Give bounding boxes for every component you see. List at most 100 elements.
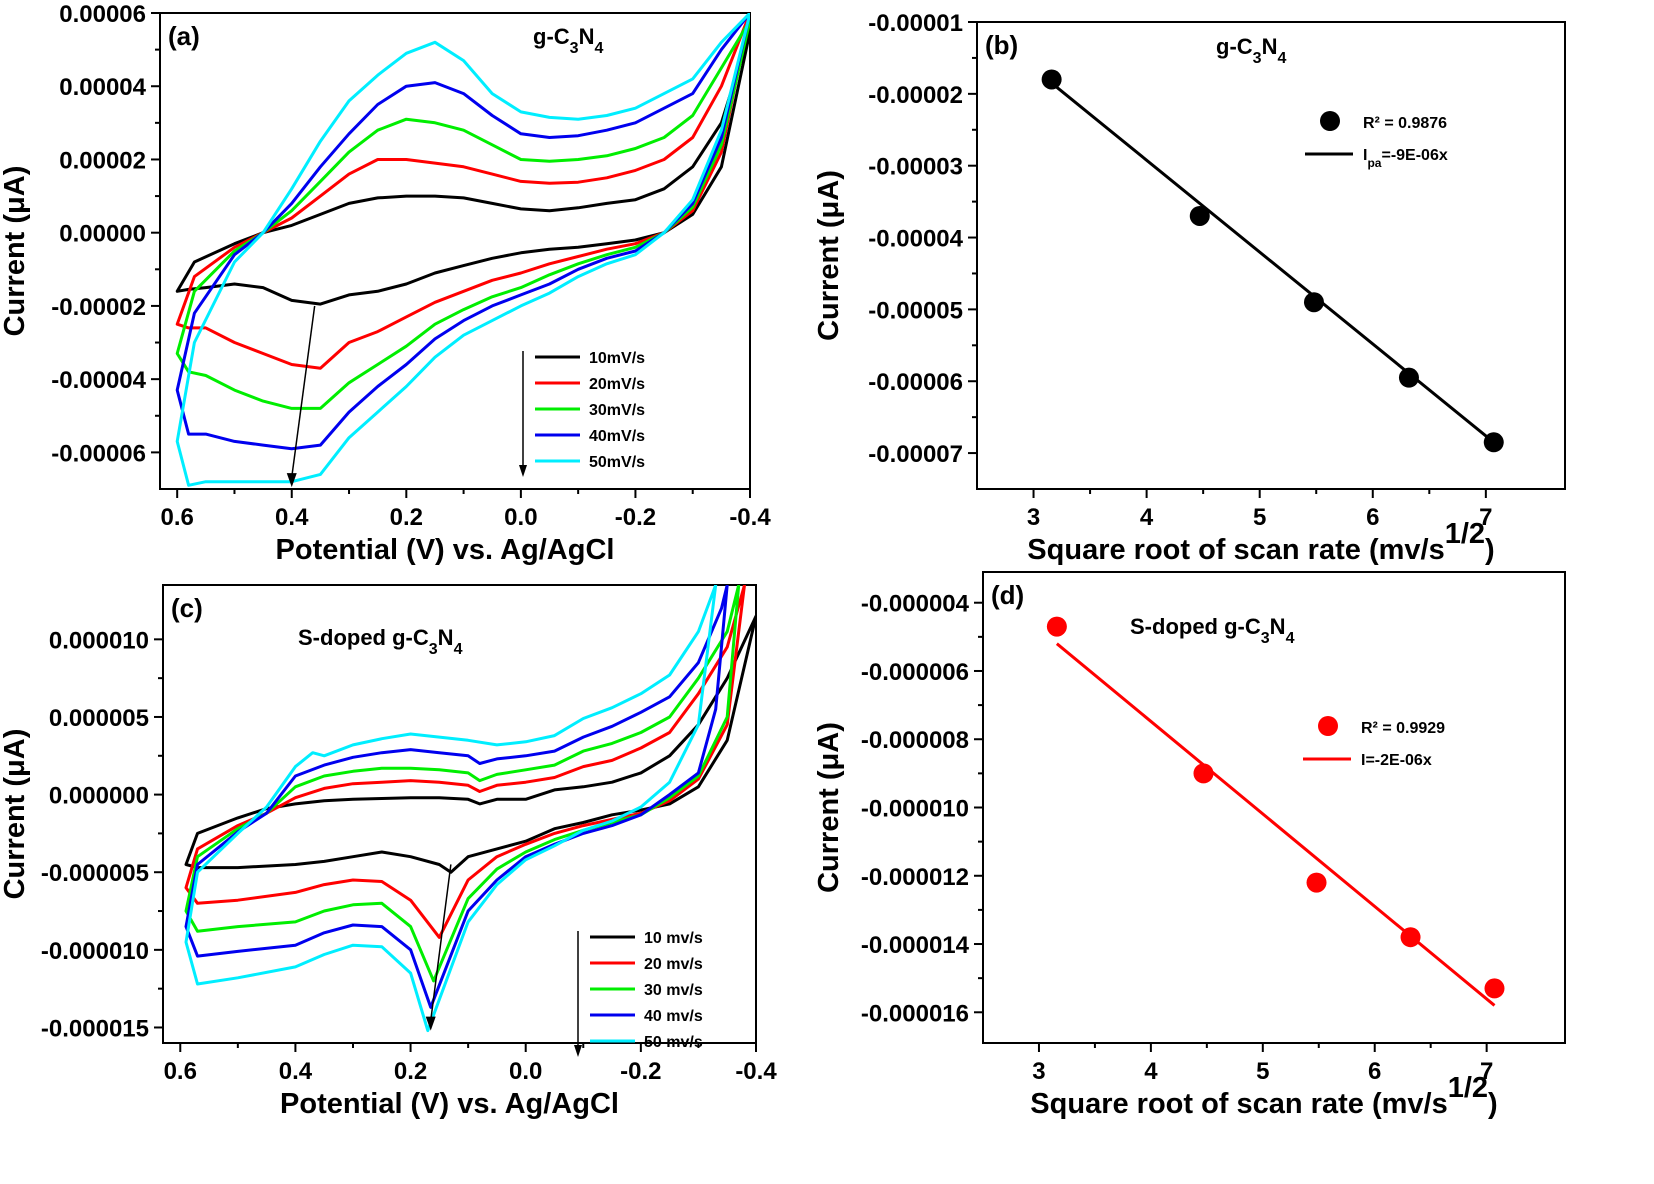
legend-label: 10 mv/s bbox=[644, 930, 703, 947]
y-tick-label: 0.000000 bbox=[49, 783, 149, 810]
panel-label: (c) bbox=[171, 593, 203, 623]
panel-a: 0.6 0.4 0.2 0.0 -0.2 -0.4 -0.00006 -0.00004 -0.0… bbox=[0, 1, 771, 566]
y-tick-label: -0.00002 bbox=[51, 294, 146, 321]
series-line bbox=[184, 585, 718, 1033]
x-tick-label: 5 bbox=[1256, 1058, 1269, 1085]
legend-r2: R² = 0.9929 bbox=[1361, 720, 1445, 737]
legend-label: 50mV/s bbox=[589, 454, 645, 471]
x-axis-label: Potential (V) vs. Ag/AgCl bbox=[276, 534, 615, 566]
data-point bbox=[1041, 69, 1062, 90]
y-tick-label: -0.00006 bbox=[51, 440, 146, 467]
plot-area bbox=[1041, 69, 1504, 453]
plot-area bbox=[175, 13, 750, 487]
legend-label: 10mV/s bbox=[589, 350, 645, 367]
x-tick-label: 0.0 bbox=[504, 504, 537, 531]
panel-d: 3 4 5 6 7 -0.000004 -0.000006 -0.000008 -0.00001… bbox=[813, 571, 1566, 1120]
x-tick-label: 4 bbox=[1140, 504, 1154, 531]
y-tick-label: -0.000010 bbox=[41, 938, 149, 965]
panel-b: 3 4 5 6 7 -0.00001 -0.00002 -0.00003 -0.00004 -0.… bbox=[813, 10, 1566, 566]
series-line bbox=[175, 13, 750, 487]
plot-title: S-doped g-C3N4 bbox=[1130, 614, 1295, 647]
legend: R² = 0.9929 I=-2E-06x bbox=[1303, 716, 1445, 769]
y-axis-label: Current (μA) bbox=[813, 722, 845, 893]
y-tick-label: -0.00006 bbox=[868, 369, 963, 396]
series-line bbox=[175, 29, 750, 306]
legend-marker bbox=[1318, 716, 1338, 736]
x-tick-label: 0.4 bbox=[275, 504, 309, 531]
x-tick-label: -0.2 bbox=[615, 504, 656, 531]
series-line bbox=[184, 585, 741, 983]
y-tick-label: -0.000008 bbox=[861, 727, 969, 754]
panel-label: (b) bbox=[985, 30, 1018, 60]
plot-title: g-C3N4 bbox=[1216, 34, 1286, 67]
x-tick-label: 0.0 bbox=[509, 1058, 542, 1085]
y-axis-label: Current (μA) bbox=[0, 166, 31, 337]
data-point bbox=[1306, 872, 1327, 893]
y-tick-label: -0.00005 bbox=[868, 297, 963, 324]
y-tick-label: -0.000004 bbox=[861, 591, 970, 618]
y-tick-label: -0.00007 bbox=[868, 441, 963, 468]
y-tick-label: -0.000012 bbox=[861, 864, 969, 891]
x-tick-label: 7 bbox=[1480, 1058, 1493, 1085]
y-tick-label: 0.00004 bbox=[59, 74, 146, 101]
plot-frame bbox=[976, 21, 1566, 490]
y-tick-label: -0.000005 bbox=[41, 860, 149, 887]
y-tick-label: -0.00004 bbox=[868, 226, 963, 253]
trend-arrow bbox=[429, 864, 452, 1021]
x-tick-label: -0.4 bbox=[735, 1058, 777, 1085]
x-tick-label: 7 bbox=[1479, 504, 1492, 531]
x-tick-label: 6 bbox=[1368, 1058, 1381, 1085]
plot-frame bbox=[159, 12, 751, 490]
x-tick-label: 5 bbox=[1253, 504, 1266, 531]
x-tick-label: 0.6 bbox=[164, 1058, 197, 1085]
data-point bbox=[1189, 205, 1210, 226]
legend-fit-label: Ipa=-9E-06x bbox=[1363, 147, 1448, 170]
legend-label: 20 mv/s bbox=[644, 956, 703, 973]
x-tick-label: 0.6 bbox=[160, 504, 193, 531]
y-tick-label: -0.000015 bbox=[41, 1015, 149, 1042]
legend-label: 30mV/s bbox=[589, 402, 645, 419]
x-tick-label: -0.2 bbox=[620, 1058, 661, 1085]
y-tick-label: -0.000014 bbox=[861, 932, 970, 959]
data-point bbox=[1484, 978, 1505, 999]
plot-area bbox=[1046, 616, 1505, 1007]
series-line bbox=[175, 13, 750, 370]
trend-arrowhead bbox=[286, 473, 297, 488]
legend-arrowhead bbox=[574, 1045, 582, 1057]
series-line bbox=[184, 585, 729, 1009]
y-tick-label: -0.000006 bbox=[861, 659, 969, 686]
x-tick-label: 6 bbox=[1366, 504, 1379, 531]
legend-label: 20mV/s bbox=[589, 376, 645, 393]
legend-arrowhead bbox=[519, 465, 527, 477]
data-point bbox=[1046, 616, 1067, 637]
x-axis-label: Square root of scan rate (mv/s1/2) bbox=[1030, 1072, 1497, 1120]
x-tick-label: 3 bbox=[1027, 504, 1040, 531]
trend-arrow bbox=[291, 305, 316, 478]
legend-marker bbox=[1320, 111, 1340, 131]
y-tick-label: -0.00002 bbox=[868, 82, 963, 109]
legend: 10 mv/s 20 mv/s 30 mv/s 40 mv/s 50 mv/s bbox=[574, 930, 703, 1057]
series-line bbox=[184, 614, 756, 874]
y-tick-label: 0.00000 bbox=[59, 221, 146, 248]
x-tick-label: 3 bbox=[1032, 1058, 1045, 1085]
x-tick-label: -0.4 bbox=[729, 504, 771, 531]
series-line bbox=[175, 18, 750, 410]
legend-label: 40 mv/s bbox=[644, 1008, 703, 1025]
panel-label: (a) bbox=[168, 21, 200, 51]
data-point bbox=[1400, 927, 1421, 948]
fit-line bbox=[1050, 81, 1495, 444]
legend: R² = 0.9876 Ipa=-9E-06x bbox=[1305, 111, 1448, 170]
plot-title: g-C3N4 bbox=[533, 24, 603, 57]
y-axis-label: Current (μA) bbox=[813, 170, 845, 341]
x-tick-label: 0.2 bbox=[390, 504, 423, 531]
y-axis-label: Current (μA) bbox=[0, 729, 31, 900]
y-tick-label: 0.00002 bbox=[59, 147, 146, 174]
x-axis-label: Potential (V) vs. Ag/AgCl bbox=[280, 1088, 619, 1120]
legend-fit-label: I=-2E-06x bbox=[1361, 752, 1432, 769]
legend: 10mV/s 20mV/s 30mV/s 40mV/s 50mV/s bbox=[519, 350, 645, 477]
y-tick-label: 0.000005 bbox=[49, 705, 149, 732]
series-line bbox=[184, 585, 746, 939]
legend-label: 50 mv/s bbox=[644, 1034, 703, 1051]
x-tick-label: 4 bbox=[1144, 1058, 1158, 1085]
